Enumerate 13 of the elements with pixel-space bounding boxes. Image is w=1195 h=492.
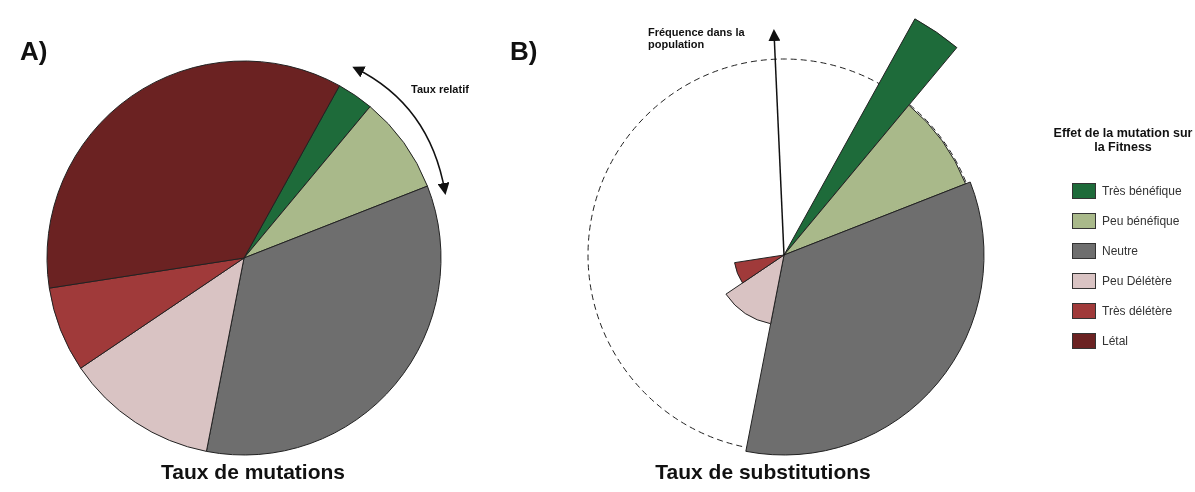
legend-label: Neutre: [1102, 244, 1139, 258]
legend-label: Très bénéfique: [1102, 184, 1182, 198]
text: Taux de substitutions: [654, 460, 872, 484]
text: B): [510, 36, 538, 67]
text: A): [20, 36, 48, 67]
legend-label: Létal: [1102, 334, 1129, 348]
text: Taux de mutations: [160, 460, 346, 484]
legend-title: Effet de la mutation sur la Fitness: [1052, 126, 1194, 154]
legend-label: Très délétère: [1102, 304, 1173, 318]
text: Taux relatif: [411, 83, 469, 95]
legend-label: Peu bénéfique: [1102, 214, 1180, 228]
legend-label: Peu Délétère: [1102, 274, 1173, 288]
text: Fréquence dans la population: [648, 26, 746, 50]
